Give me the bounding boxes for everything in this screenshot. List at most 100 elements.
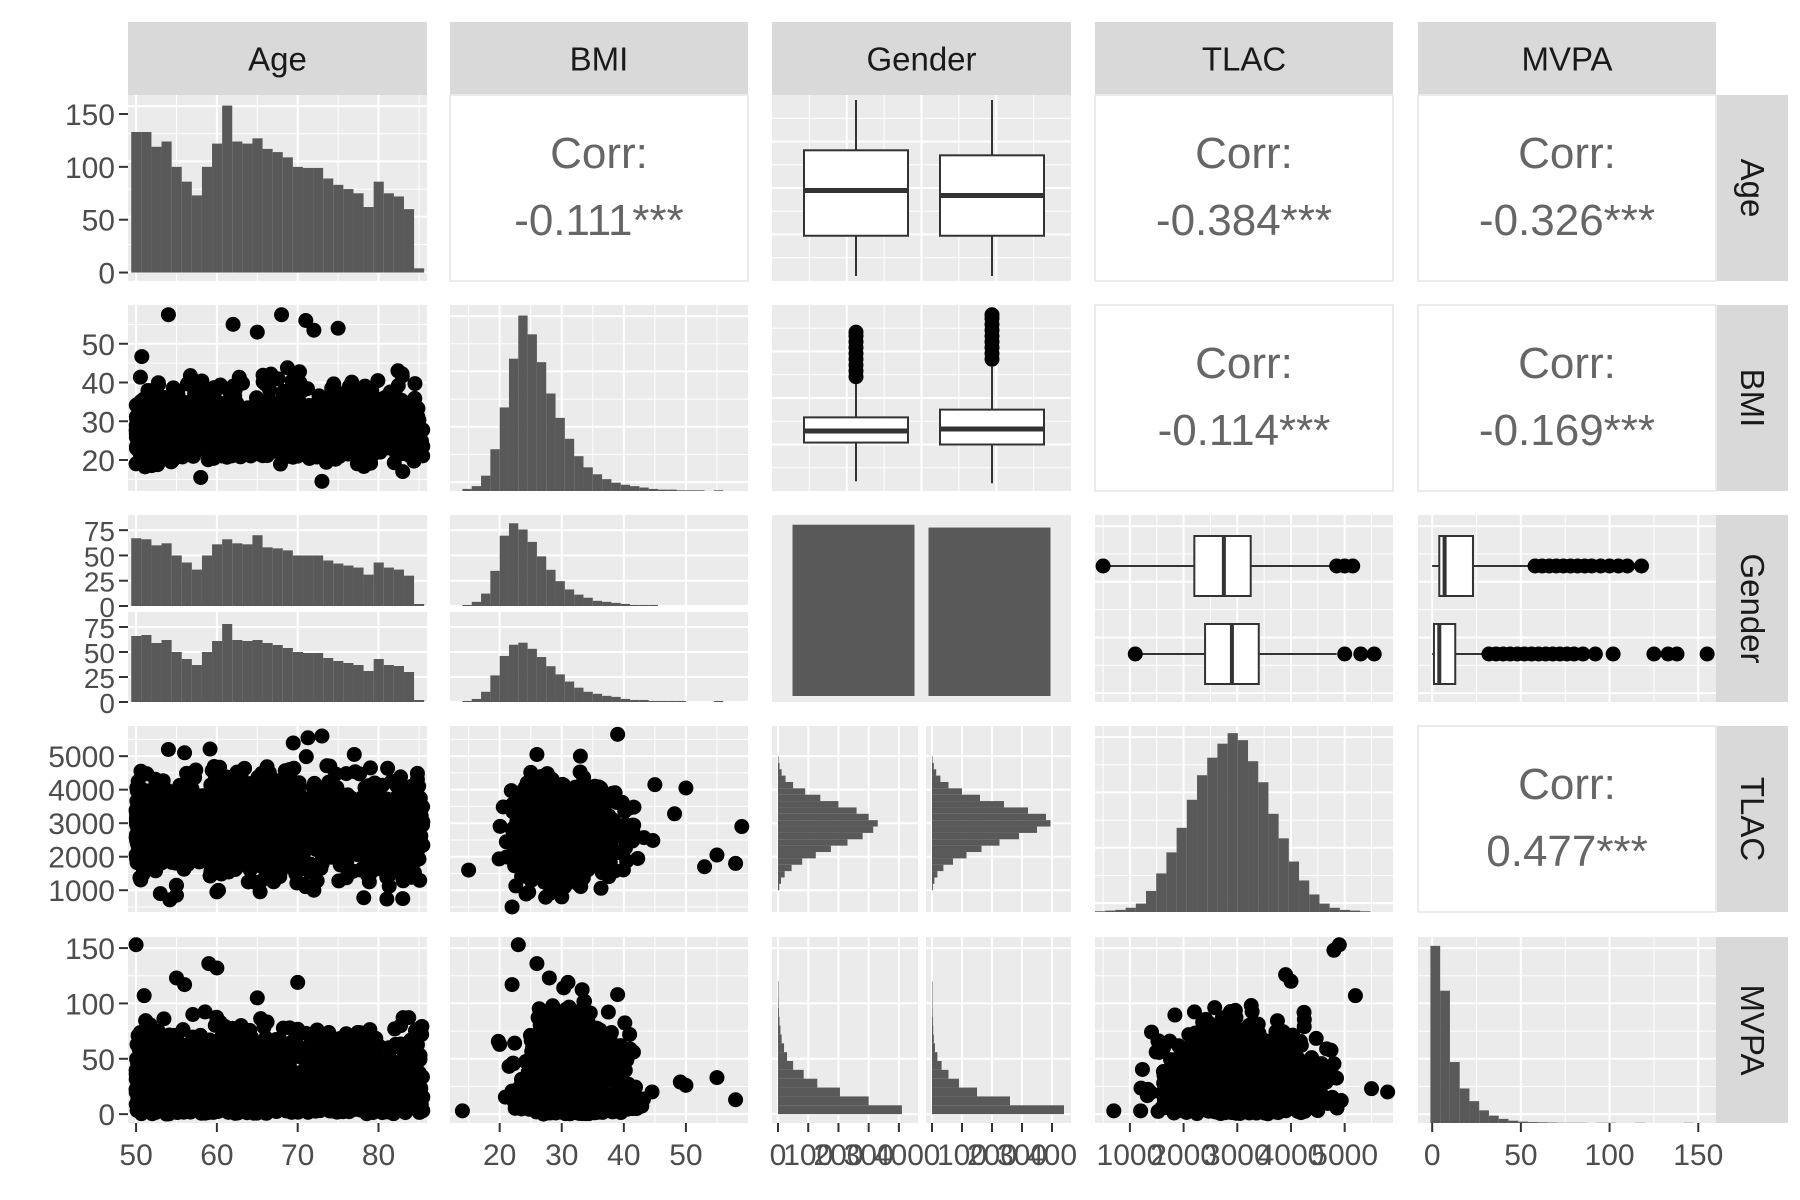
boxplot-outlier (1699, 646, 1715, 662)
scatter-point (542, 824, 558, 840)
histogram-bar (932, 788, 962, 795)
histogram-bar (282, 648, 293, 702)
histogram-bar (393, 569, 404, 606)
histogram-bar (302, 653, 314, 702)
histogram-bar (181, 181, 192, 273)
scatter-point (202, 741, 218, 757)
scatter-point (132, 369, 148, 385)
scatter-point (364, 429, 380, 445)
histogram-bar (471, 486, 482, 491)
histogram-bar (282, 550, 293, 606)
scatter-point (272, 836, 288, 852)
histogram-bar (778, 801, 839, 808)
histogram-bar (201, 652, 213, 702)
histogram-bar (778, 845, 831, 853)
correlation-label: Corr: (1518, 339, 1616, 388)
histogram-bar (131, 636, 142, 702)
histogram-bar (611, 482, 621, 491)
histogram-bar (932, 864, 944, 872)
scatter-point (645, 833, 661, 849)
scatter-point (184, 432, 200, 448)
histogram-bar (1339, 909, 1351, 912)
histogram-bar (262, 643, 273, 702)
histogram-bar (313, 555, 324, 606)
scatter-point (667, 806, 683, 822)
scatter-point (192, 847, 208, 863)
histogram-bar (546, 393, 556, 491)
scatter-point (144, 849, 160, 865)
scatter-point (536, 805, 552, 821)
histogram-bar (481, 475, 491, 491)
correlation-value: 0.477*** (1486, 827, 1647, 876)
histogram-bar (527, 334, 537, 491)
boxplot-outlier (1619, 558, 1635, 574)
histogram-bar (564, 589, 575, 606)
correlation-panel (1417, 94, 1717, 282)
scatter-point (403, 869, 419, 885)
scatter-point (174, 422, 190, 438)
histogram-bar (490, 449, 500, 491)
histogram-bar (181, 659, 192, 702)
correlation-panel (1417, 725, 1717, 913)
correlation-value: -0.114*** (1158, 406, 1331, 455)
scatter-point (328, 383, 344, 399)
scatter-point (277, 422, 293, 438)
histogram-bar (639, 699, 649, 702)
scatter-point (647, 777, 663, 793)
histogram-bar (602, 479, 612, 491)
scatter-point (536, 874, 552, 890)
scatter-point (415, 837, 431, 853)
scatter-point (220, 789, 236, 805)
boxplot-outlier (984, 307, 1000, 323)
scatter-point (310, 792, 326, 808)
histogram-bar (302, 555, 314, 606)
correlation-label: Corr: (550, 129, 648, 178)
scatter-point (201, 820, 217, 836)
scatter-point (151, 377, 167, 393)
scatter-point (194, 373, 210, 389)
correlation-label: Corr: (1518, 129, 1616, 178)
boxplot-outlier (1095, 558, 1111, 574)
boxplot-outlier (1337, 646, 1353, 662)
scatter-point (128, 456, 144, 472)
histogram-bar (201, 166, 213, 273)
histogram-bar (131, 538, 142, 606)
histogram-bar (546, 569, 556, 606)
scatter-point (678, 780, 694, 796)
histogram-bar (1248, 761, 1259, 912)
histogram-bar (778, 781, 794, 789)
scatter-point (231, 419, 247, 435)
histogram-bar (242, 143, 253, 273)
histogram-bar (1115, 909, 1126, 912)
scatter-point (243, 810, 259, 826)
strip-label-right-bmi: BMI (1734, 369, 1771, 428)
histogram-bar (778, 883, 780, 891)
histogram-bar (620, 698, 631, 702)
boxplot-outlier (1366, 646, 1382, 662)
scatter-point (340, 445, 356, 461)
scatter-point (386, 800, 402, 816)
histogram-bar (343, 663, 354, 702)
histogram-bar (373, 562, 384, 606)
histogram-bar (1309, 894, 1320, 912)
scatter-point (314, 728, 330, 744)
histogram-bar (232, 141, 243, 273)
scatter-point (338, 430, 354, 446)
scatter-point (406, 438, 422, 454)
histogram-bar (1288, 861, 1300, 912)
scatter-point (282, 761, 298, 777)
scatter-point (346, 746, 362, 762)
scatter-point (255, 374, 271, 390)
scatter-point (204, 794, 220, 810)
scatter-point (270, 371, 286, 387)
scatter-point (243, 446, 259, 462)
histogram-bar (462, 604, 472, 606)
histogram-bar (363, 574, 374, 606)
histogram-bar (667, 489, 677, 491)
scatter-point (390, 409, 406, 425)
scatter-point (327, 838, 343, 854)
scatter-point (133, 763, 149, 779)
strip-top-gender (772, 22, 1071, 95)
histogram-bar (1350, 910, 1361, 912)
histogram-bar (536, 556, 547, 606)
